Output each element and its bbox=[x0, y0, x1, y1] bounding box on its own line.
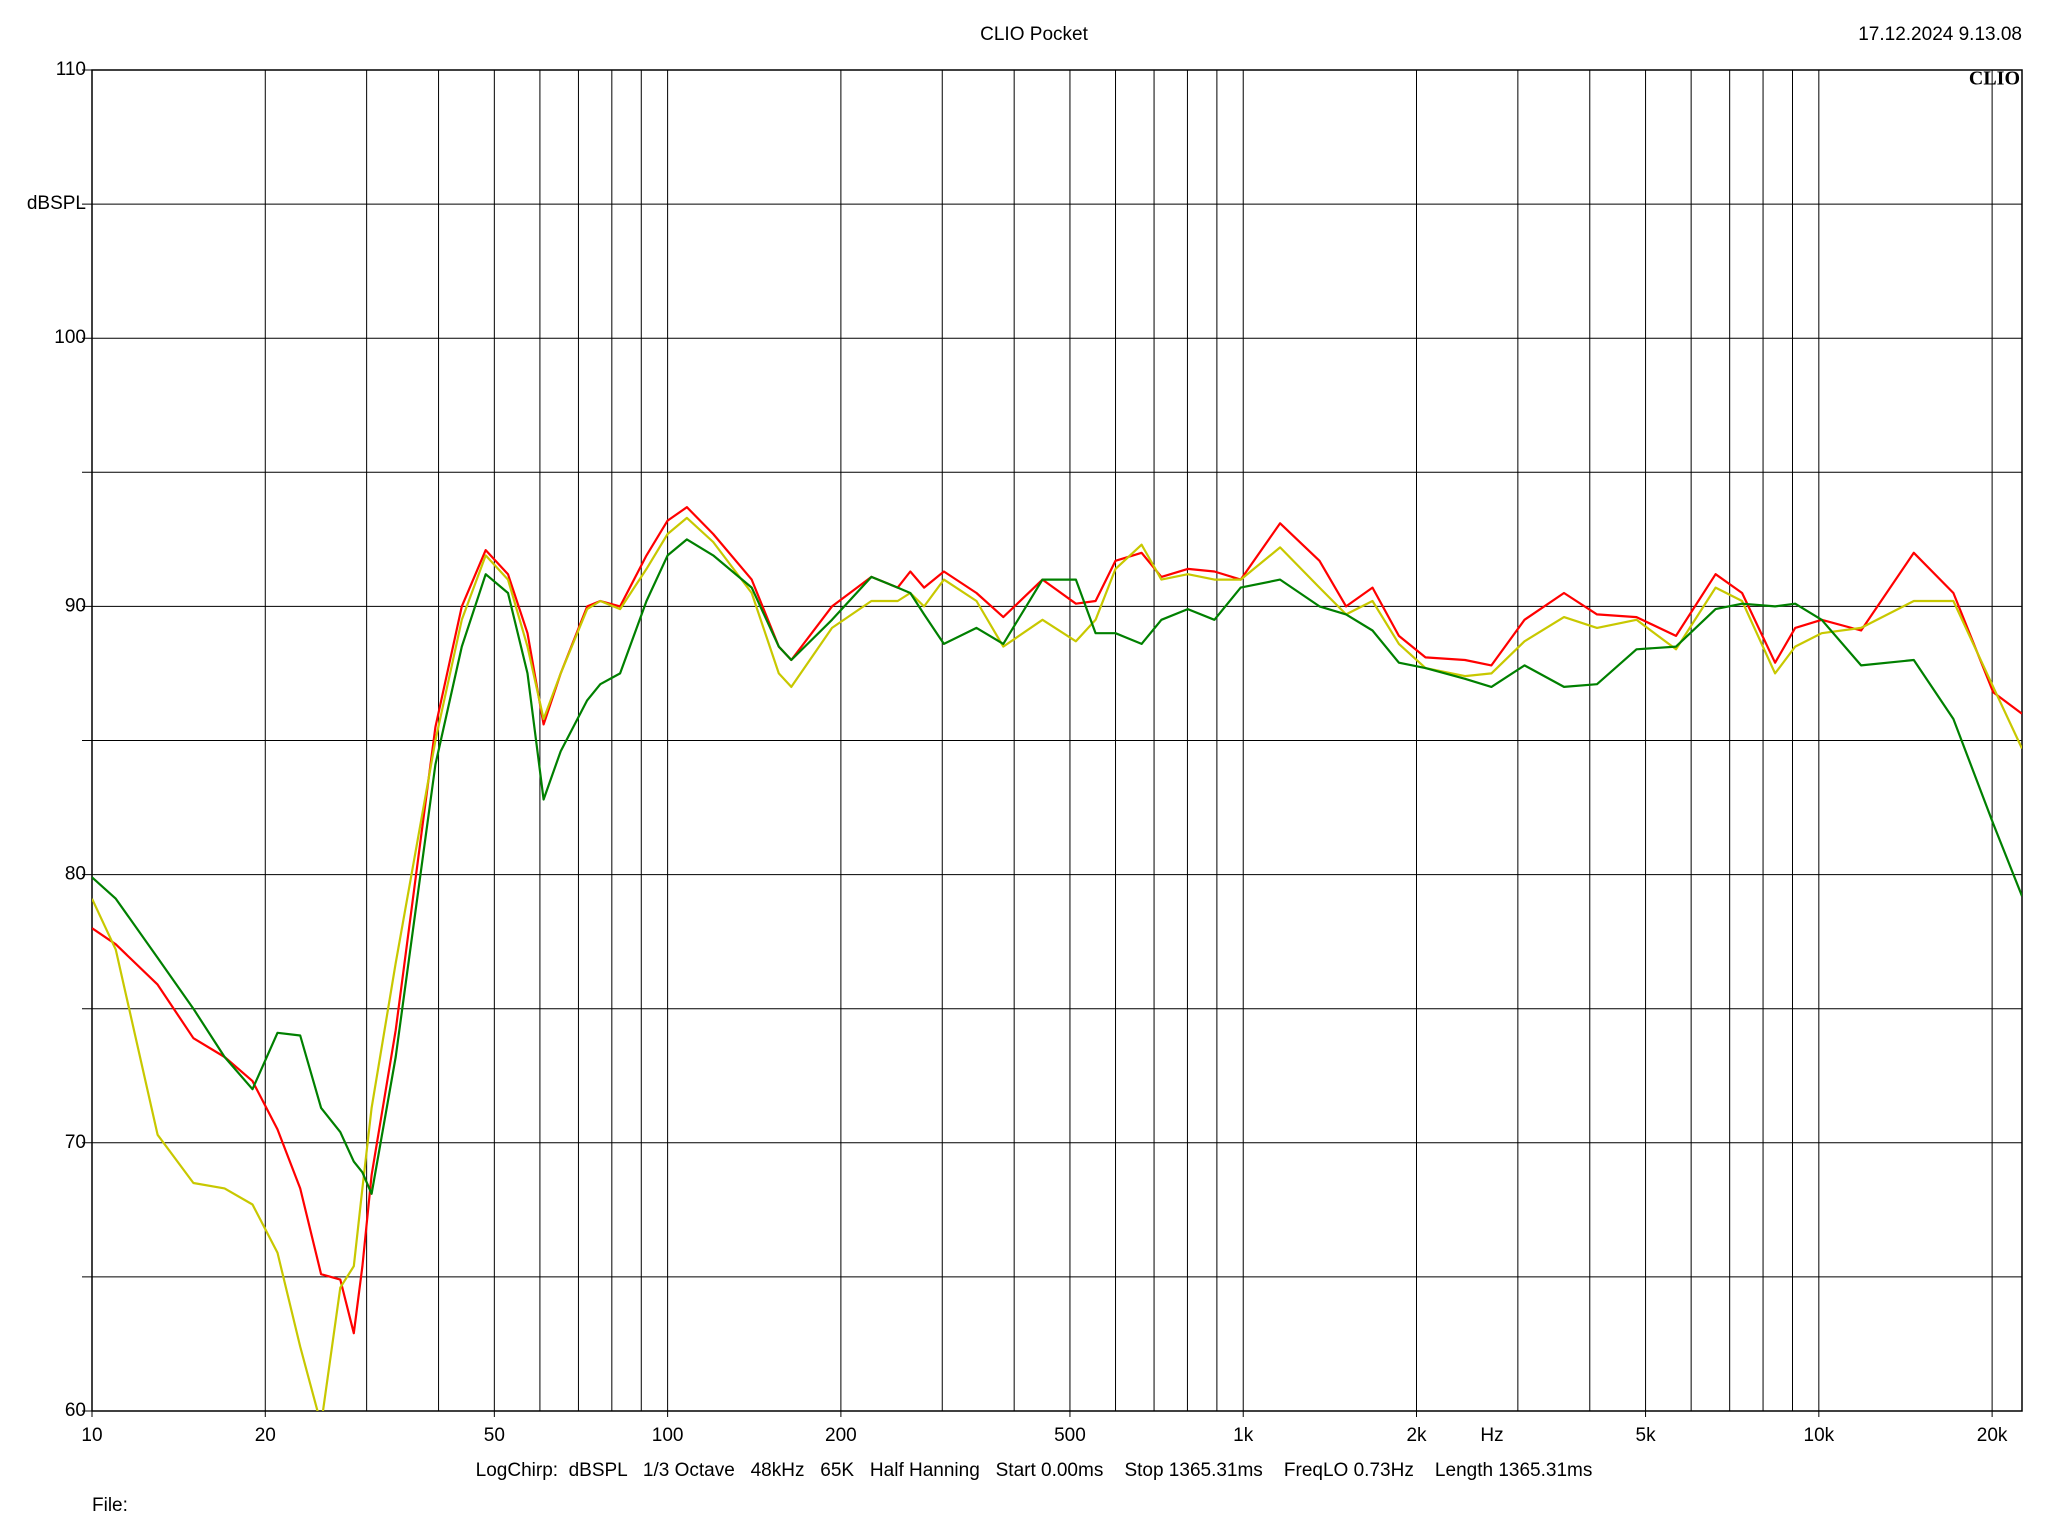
logo: CLIO bbox=[1969, 68, 2020, 90]
y-tick-label: 80 bbox=[65, 864, 86, 885]
timestamp: 17.12.2024 9.13.08 bbox=[1858, 24, 2022, 45]
x-tick-label: 20 bbox=[255, 1425, 276, 1446]
y-tick-label: 100 bbox=[54, 327, 86, 348]
x-axis-label: Hz bbox=[1480, 1425, 1503, 1446]
y-tick-label: 60 bbox=[65, 1400, 86, 1421]
y-tick-label: 70 bbox=[65, 1132, 86, 1153]
y-tick-label: 90 bbox=[65, 595, 86, 616]
lines bbox=[92, 506, 2022, 1411]
x-tick-label: 20k bbox=[1977, 1425, 2008, 1446]
file-label: File: bbox=[92, 1495, 128, 1516]
y-tick-label: 110 bbox=[56, 59, 86, 80]
series-line bbox=[92, 516, 2022, 1411]
x-tick-label: 10 bbox=[81, 1425, 102, 1446]
series-line bbox=[92, 506, 2022, 1335]
grid bbox=[82, 69, 2022, 1417]
x-tick-label: 50 bbox=[484, 1425, 505, 1446]
x-tick-label: 1k bbox=[1233, 1425, 1254, 1446]
y-axis-label: dBSPL bbox=[27, 193, 86, 214]
footer: LogChirp: dBSPL 1/3 Octave 48kHz 65K Hal… bbox=[476, 1460, 1593, 1481]
x-tick-label: 5k bbox=[1636, 1425, 1657, 1446]
chart-title: CLIO Pocket bbox=[980, 24, 1088, 45]
x-tick-label: 100 bbox=[652, 1425, 684, 1446]
x-tick-label: 500 bbox=[1054, 1425, 1086, 1446]
x-tick-label: 200 bbox=[825, 1425, 857, 1446]
x-tick-label: 2k bbox=[1406, 1425, 1427, 1446]
x-tick-label: 10k bbox=[1804, 1425, 1835, 1446]
series-line bbox=[92, 538, 2022, 1195]
